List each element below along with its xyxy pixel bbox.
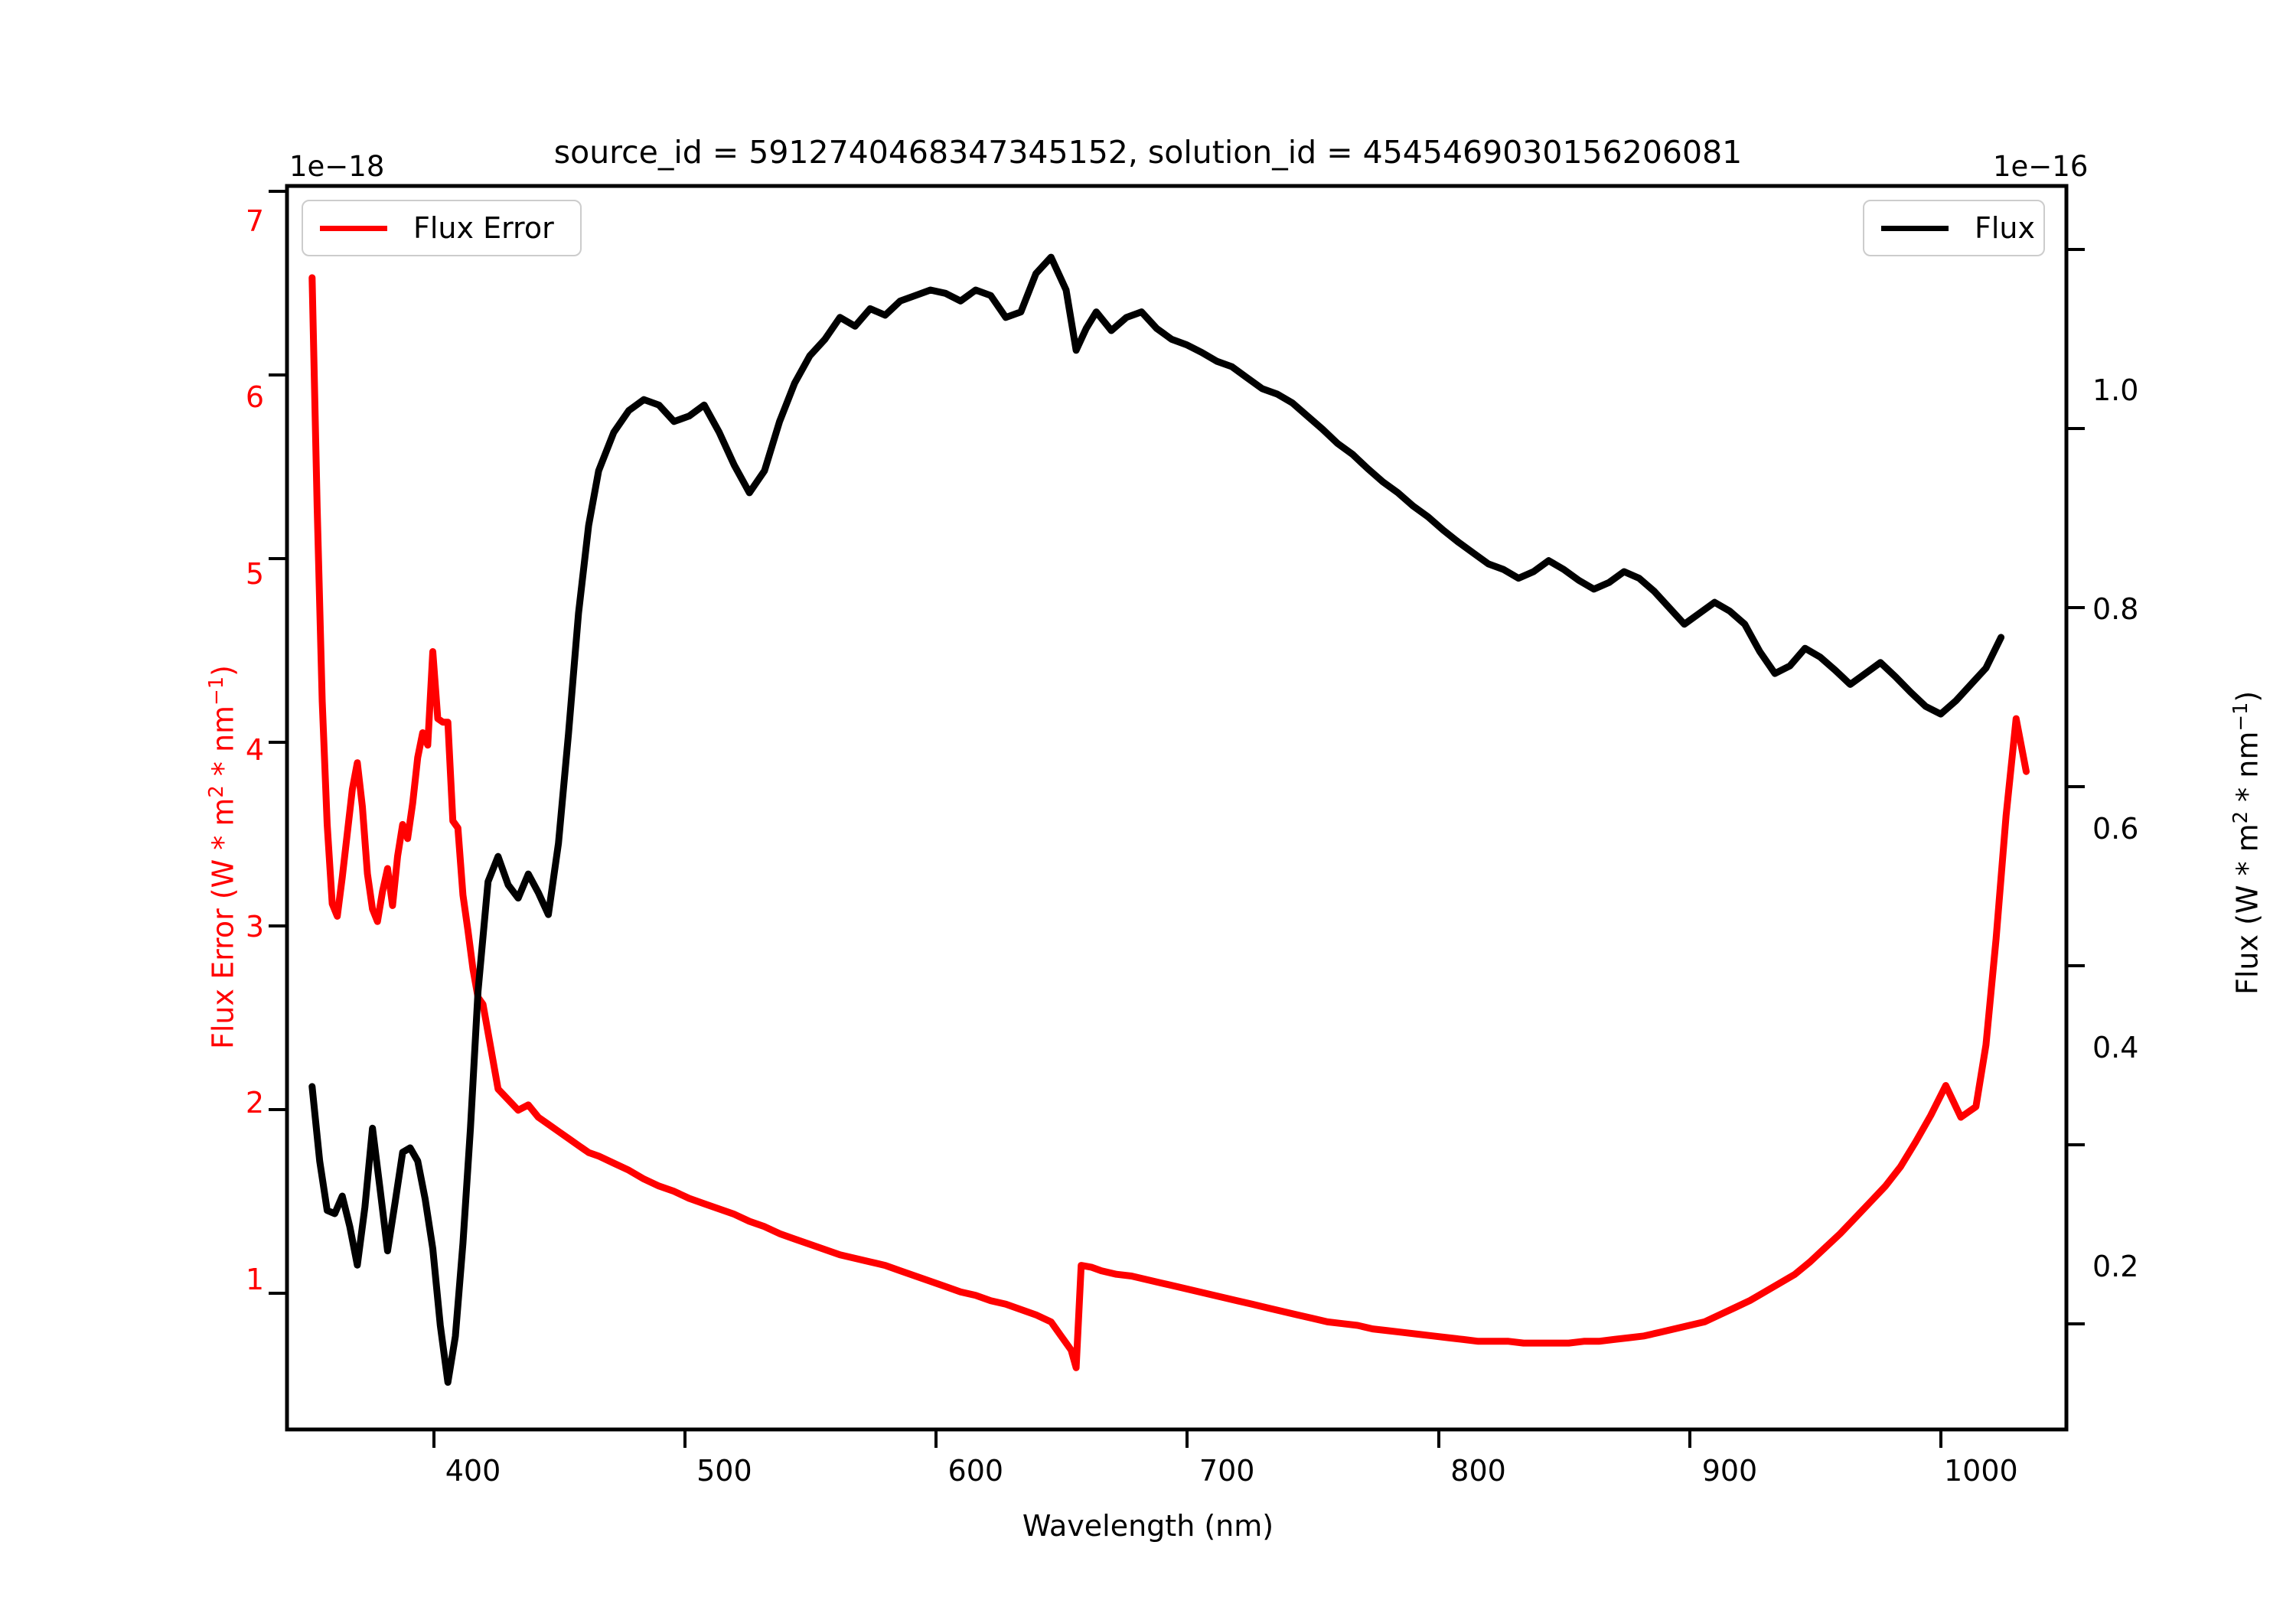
y-axis-right-label-suffix: ) xyxy=(2230,690,2265,702)
y-axis-left-tick-5: 5 xyxy=(245,556,264,591)
y-axis-right-label-mid: * nm xyxy=(2230,731,2265,811)
y-axis-left-tick-3: 3 xyxy=(245,909,264,944)
x-axis-tick-600: 600 xyxy=(947,1454,1004,1488)
y-axis-left-tick-7: 7 xyxy=(245,204,264,238)
y-axis-left-tick-1: 1 xyxy=(245,1262,264,1296)
x-axis-tick-500: 500 xyxy=(696,1454,752,1488)
x-axis-label: Wavelength (nm) xyxy=(1022,1509,1274,1543)
y-axis-right-tick-1.0: 1.0 xyxy=(2092,373,2139,408)
x-axis-tick-400: 400 xyxy=(445,1454,501,1488)
y-axis-left-tick-6: 6 xyxy=(245,380,264,415)
page-title: source_id = 5912740468347345152, solutio… xyxy=(553,134,1743,171)
y-axis-right-tick-0.8: 0.8 xyxy=(2092,592,2139,627)
x-axis-tick-700: 700 xyxy=(1199,1454,1255,1488)
flux-line xyxy=(308,253,2005,1386)
y-axis-right-label: Flux (W * m2 * nm−1) xyxy=(2229,691,2265,995)
legend-line-icon-flux-error xyxy=(320,225,387,231)
y-axis-right-offset-label: 1e−16 xyxy=(1993,150,2089,183)
legend-flux-error[interactable]: Flux Error xyxy=(302,200,582,256)
flux-error-line xyxy=(308,274,2030,1371)
axes-frame xyxy=(285,184,2069,1432)
x-axis-tick-900: 900 xyxy=(1701,1454,1758,1488)
legend-label-flux-error: Flux Error xyxy=(413,211,554,245)
y-axis-left-tick-4: 4 xyxy=(245,733,264,768)
y-axis-left-label: Flux Error (W * m2 * nm−1) xyxy=(205,665,240,1049)
y-axis-right-tick-0.4: 0.4 xyxy=(2092,1031,2139,1065)
y-axis-left-label-exp2: −1 xyxy=(205,676,228,706)
legend-flux[interactable]: Flux xyxy=(1863,200,2045,256)
y-axis-right-tick-0.2: 0.2 xyxy=(2092,1250,2139,1284)
legend-line-icon-flux xyxy=(1881,225,1949,231)
y-axis-left-ticks xyxy=(269,190,287,1295)
x-axis-tick-1000: 1000 xyxy=(1943,1454,2018,1488)
y-axis-right-label-exp1: 2 xyxy=(2229,810,2252,824)
y-axis-left-offset-label: 1e−18 xyxy=(289,150,385,183)
legend-label-flux: Flux xyxy=(1975,211,2035,245)
x-axis-ticks xyxy=(432,1429,1942,1448)
y-axis-right-ticks xyxy=(2066,248,2085,1325)
y-axis-left-tick-2: 2 xyxy=(245,1086,264,1120)
x-axis-tick-800: 800 xyxy=(1450,1454,1506,1488)
y-axis-right-label-prefix: Flux (W * m xyxy=(2230,823,2265,995)
y-axis-left-label-exp1: 2 xyxy=(205,785,228,798)
y-axis-right-label-exp2: −1 xyxy=(2229,702,2252,732)
y-axis-right-tick-0.6: 0.6 xyxy=(2092,811,2139,846)
y-axis-left-label-suffix: ) xyxy=(206,665,240,676)
